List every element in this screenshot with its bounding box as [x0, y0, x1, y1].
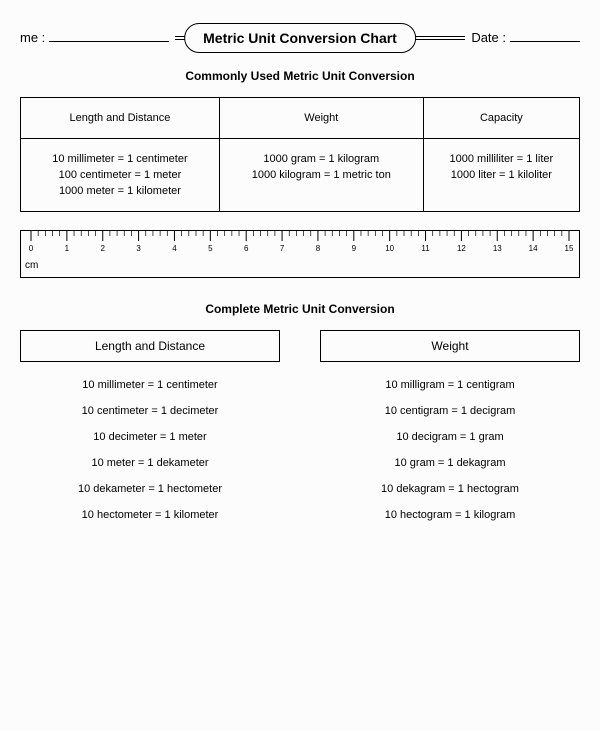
complete-col-length: Length and Distance 10 millimeter = 1 ce… — [20, 330, 280, 532]
conv-row: 1000 meter = 1 kilometer — [27, 185, 213, 197]
complete-grid: Length and Distance 10 millimeter = 1 ce… — [20, 330, 580, 532]
svg-text:9: 9 — [352, 244, 357, 253]
svg-text:11: 11 — [421, 244, 430, 253]
name-label: me : — [20, 30, 45, 45]
svg-text:15: 15 — [565, 244, 574, 253]
date-field: Date : — [465, 30, 580, 45]
complete-col-weight: Weight 10 milligram = 1 centigram 10 cen… — [320, 330, 580, 532]
ruler: 0123456789101112131415 cm — [20, 230, 580, 278]
conv-row: 10 centimeter = 1 decimeter — [24, 398, 276, 424]
conv-row: 10 dekameter = 1 hectometer — [24, 476, 276, 502]
svg-text:5: 5 — [208, 244, 213, 253]
svg-text:12: 12 — [457, 244, 466, 253]
conv-row: 10 hectometer = 1 kilometer — [24, 502, 276, 528]
col-header-weight: Weight — [219, 98, 423, 139]
col-header-length: Length and Distance — [21, 98, 220, 139]
col-header-capacity: Capacity — [423, 98, 579, 139]
conv-row: 1000 kilogram = 1 metric ton — [226, 169, 417, 181]
conv-row: 100 centimeter = 1 meter — [27, 169, 213, 181]
svg-text:14: 14 — [529, 244, 538, 253]
page-title: Metric Unit Conversion Chart — [184, 23, 416, 53]
conv-row: 10 millimeter = 1 centimeter — [24, 372, 276, 398]
header-row: me : Metric Unit Conversion Chart Date : — [20, 30, 580, 45]
col-body-weight: 10 milligram = 1 centigram 10 centigram … — [320, 362, 580, 532]
name-field: me : — [20, 30, 175, 45]
svg-text:2: 2 — [101, 244, 106, 253]
conv-row: 10 decigram = 1 gram — [324, 424, 576, 450]
common-table: Length and Distance Weight Capacity 10 m… — [20, 97, 580, 212]
cell-length: 10 millimeter = 1 centimeter 100 centime… — [21, 139, 220, 212]
section1-heading: Commonly Used Metric Unit Conversion — [20, 69, 580, 83]
col-head-length: Length and Distance — [20, 330, 280, 362]
col-body-length: 10 millimeter = 1 centimeter 10 centimet… — [20, 362, 280, 532]
conv-row: 10 gram = 1 dekagram — [324, 450, 576, 476]
conv-row: 10 dekagram = 1 hectogram — [324, 476, 576, 502]
svg-text:4: 4 — [172, 244, 177, 253]
conv-row: 1000 milliliter = 1 liter — [430, 153, 573, 165]
col-head-weight: Weight — [320, 330, 580, 362]
svg-text:3: 3 — [136, 244, 141, 253]
conv-row: 10 milligram = 1 centigram — [324, 372, 576, 398]
ruler-svg: 0123456789101112131415 — [25, 231, 575, 253]
svg-text:7: 7 — [280, 244, 285, 253]
cell-capacity: 1000 milliliter = 1 liter 1000 liter = 1… — [423, 139, 579, 212]
svg-text:1: 1 — [65, 244, 70, 253]
conv-row: 10 millimeter = 1 centimeter — [27, 153, 213, 165]
conv-row: 10 decimeter = 1 meter — [24, 424, 276, 450]
svg-text:10: 10 — [385, 244, 394, 253]
conv-row: 1000 gram = 1 kilogram — [226, 153, 417, 165]
date-label: Date : — [471, 30, 506, 45]
svg-text:6: 6 — [244, 244, 249, 253]
conv-row: 10 centigram = 1 decigram — [324, 398, 576, 424]
conv-row: 1000 liter = 1 kiloliter — [430, 169, 573, 181]
cell-weight: 1000 gram = 1 kilogram 1000 kilogram = 1… — [219, 139, 423, 212]
svg-text:13: 13 — [493, 244, 502, 253]
svg-text:8: 8 — [316, 244, 321, 253]
date-blank-line[interactable] — [510, 41, 580, 42]
name-blank-line[interactable] — [49, 41, 169, 42]
section2-heading: Complete Metric Unit Conversion — [20, 302, 580, 316]
conv-row: 10 meter = 1 dekameter — [24, 450, 276, 476]
ruler-unit: cm — [25, 260, 575, 271]
svg-text:0: 0 — [29, 244, 34, 253]
conv-row: 10 hectogram = 1 kilogram — [324, 502, 576, 528]
